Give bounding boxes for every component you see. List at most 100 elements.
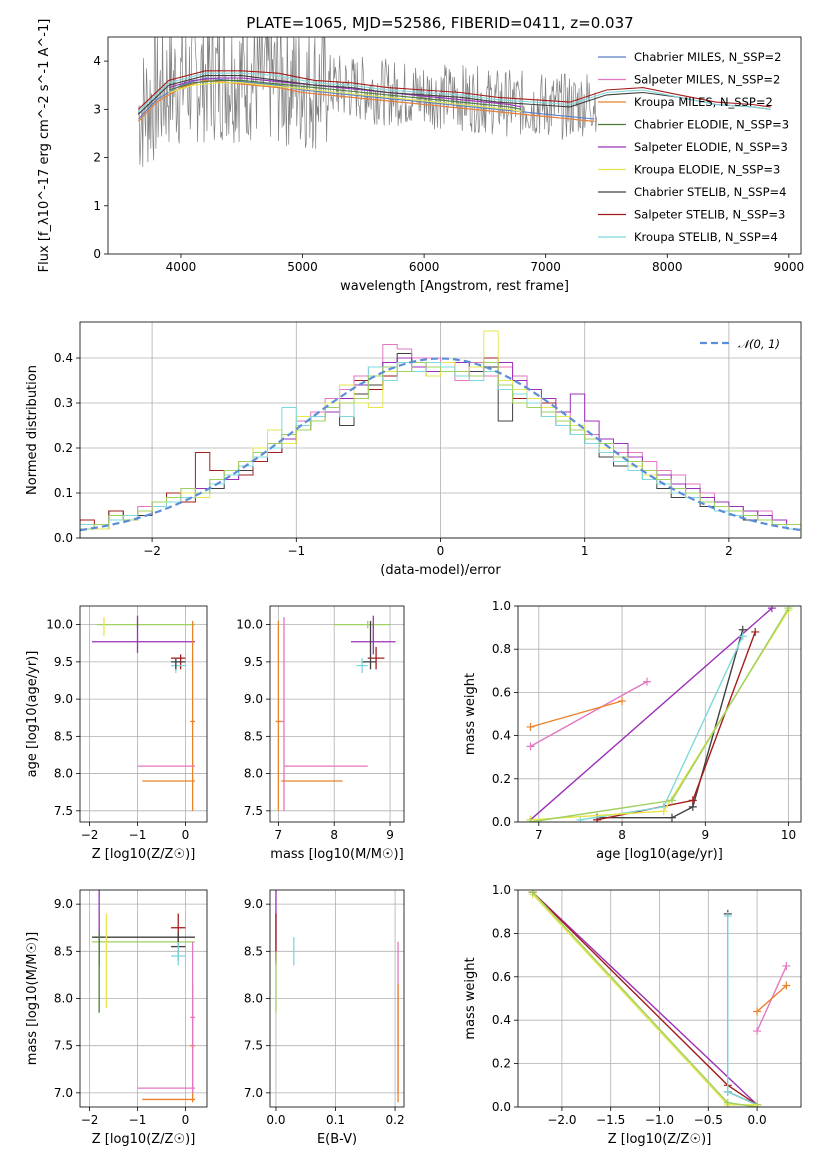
y-tick-label: 0.4 [492,1013,511,1027]
y-axis-label: Normed distribution [25,365,40,495]
x-tick-label: −2.0 [547,1113,576,1127]
x-tick-label: 1 [581,544,589,558]
point-marker [784,606,793,613]
x-axis-label: (data-model)/error [380,563,501,578]
legend-label: 𝒩(0, 1) [738,337,780,351]
point-marker [723,1087,732,1096]
plot-area-age_vs_mass [275,615,396,811]
weight-line [727,913,758,1106]
point-marker [751,627,760,636]
y-tick-label: 0.6 [492,685,511,699]
x-tick-label: 2 [725,544,733,558]
y-tick-label: 0.0 [492,815,511,829]
x-tick-label: 8 [330,828,338,842]
x-tick-label: −1.0 [645,1113,674,1127]
y-axis-label: mass weight [463,673,478,755]
x-axis-label: mass [log10(M/M☉)] [270,847,403,862]
point-marker [723,1098,732,1107]
axes-frame [107,36,802,255]
x-tick-label: 0.2 [386,1113,405,1127]
legend-label: Salpeter STELIB, N_SSP=3 [634,208,785,222]
y-tick-label: 8.5 [54,729,73,743]
point-marker [526,742,535,751]
legend: Chabrier MILES, N_SSP=2 Salpeter MILES, N… [598,50,789,244]
y-tick-label: 7.0 [244,1086,263,1100]
x-axis-label: E(B-V) [317,1132,357,1147]
axes-frame [517,605,802,823]
y-tick-label: 0.8 [492,926,511,940]
axes-frame [517,889,802,1108]
y-tick-label: 0.4 [54,351,73,365]
y-tick-label: 8.0 [54,992,73,1006]
plot-area-spectrum [137,37,771,167]
point-marker [526,722,535,731]
x-axis-label: Z [log10(Z/Z☉)] [92,847,196,862]
y-tick-label: 9.5 [54,655,73,669]
panel-residuals: −2 −1 0 1 2 0.0 0.1 0.2 0.3 0.4 (data-model)/error… [25,321,802,578]
y-tick-label: 0.4 [492,729,511,743]
y-tick-label: 9.0 [54,897,73,911]
x-tick-label: 4000 [166,260,197,274]
y-tick-label: 9.5 [244,655,263,669]
y-tick-label: 9.0 [54,692,73,706]
axes-frame [269,605,405,823]
plot-area-mass_vs_EBV [275,890,399,1103]
normal-reference-curve [80,357,801,532]
y-tick-label: 1 [93,199,101,213]
legend: 𝒩(0, 1) [700,337,780,351]
legend-label: Chabrier MILES, N_SSP=2 [634,50,781,64]
point-marker [753,1007,762,1016]
y-tick-label: 0.0 [492,1100,511,1114]
x-tick-label: 0 [182,828,190,842]
y-tick-label: 8.5 [54,944,73,958]
point-marker [643,677,652,686]
panel-weight_vs_age: 7 8 9 10 0.0 0.2 0.4 0.6 0.8 1.0 age [log10(age/yr… [463,599,802,862]
x-tick-label: 8000 [652,260,683,274]
model-spectrum [138,70,771,110]
point-marker [738,632,747,641]
x-axis-label: Z [log10(Z/Z☉)] [92,1132,196,1147]
y-tick-label: 3 [93,102,101,116]
x-axis-label: wavelength [Angstrom, rest frame] [340,279,569,294]
axes-frame [79,605,208,823]
plot-area-weight_vs_age [526,606,793,822]
y-tick-label: 10.0 [236,618,263,632]
x-axis-label: age [log10(age/yr)] [596,847,723,862]
y-tick-label: 7.0 [54,1086,73,1100]
x-tick-label: −1 [129,828,147,842]
point-marker [659,807,668,816]
legend-label: Chabrier STELIB, N_SSP=4 [634,185,786,199]
y-tick-label: 0.2 [492,772,511,786]
y-tick-label: 8.0 [54,767,73,781]
y-tick-label: 10.0 [46,618,73,632]
x-tick-label: 5000 [287,260,318,274]
y-tick-label: 4 [93,54,101,68]
plot-area-mass_vs_Z [91,890,196,1103]
y-tick-label: 9.0 [244,692,263,706]
y-axis-label: age [log10(age/yr)] [25,651,40,778]
legend-label: Salpeter ELODIE, N_SSP=3 [634,140,788,154]
y-tick-label: 0.0 [54,531,73,545]
model-spectrum [168,77,522,108]
x-tick-label: −2 [81,1113,99,1127]
x-tick-label: 7 [275,828,283,842]
point-marker [526,818,535,822]
weight-line [530,700,623,728]
weight-line [756,984,787,1013]
plot-area-age_vs_Z [91,615,196,811]
x-tick-label: −1.5 [596,1113,625,1127]
legend-label: Salpeter MILES, N_SSP=2 [634,73,780,87]
plot-area-residuals [80,330,801,538]
weight-line [532,891,758,1106]
weight-line [597,629,744,819]
y-axis-label: Flux [f_λ10^-17 erg cm^-2 s^-1 A^-1] [37,19,52,273]
legend-label: Chabrier ELODIE, N_SSP=3 [634,118,789,132]
weight-line [580,635,744,821]
model-spectrum [168,82,522,113]
x-tick-label: 0.0 [748,1113,767,1127]
legend-label: Kroupa MILES, N_SSP=2 [634,95,773,109]
point-marker [767,606,776,613]
axes-frame [79,321,802,539]
legend-label: Kroupa STELIB, N_SSP=4 [634,230,778,244]
